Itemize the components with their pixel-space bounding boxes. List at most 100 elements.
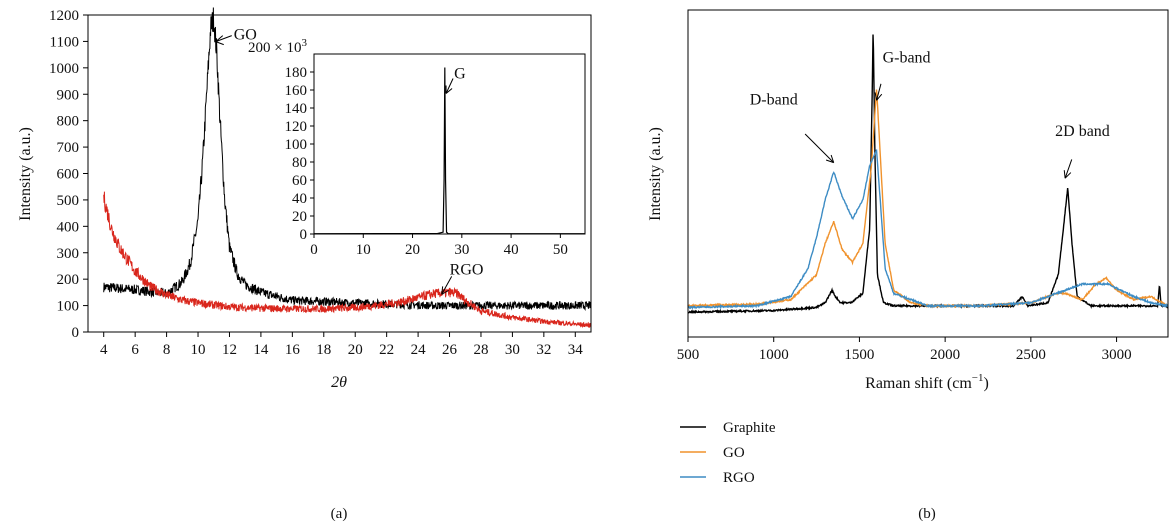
legend-entry: Graphite <box>723 420 776 436</box>
inset-x-tick-label: 40 <box>504 242 519 258</box>
inset-x-tick-label: 50 <box>553 242 568 258</box>
raman-annotation-label: G-band <box>883 49 931 66</box>
panel-b-legend: Graphite GO RGO <box>680 420 776 486</box>
panel-a-y-tick-label: 0 <box>72 325 80 341</box>
legend-entry: RGO <box>723 470 755 486</box>
panel-a-x-tick-label: 12 <box>222 342 237 358</box>
inset-x-tick-label: 0 <box>310 242 318 258</box>
panel-b-raman-chart: 500 1000 1500 2000 2500 3000 Raman shift (cm−… <box>647 9 1169 522</box>
panel-a-x-tick-label: 18 <box>316 342 331 358</box>
panel-a-x-tick-label: 32 <box>536 342 551 358</box>
panel-b-series-rgo <box>687 149 1169 310</box>
g-arrowhead <box>445 85 453 94</box>
inset-y-tick-label: 80 <box>292 155 307 171</box>
inset-x-ticks: 0 10 20 30 40 50 <box>310 234 568 258</box>
panel-a-x-tick-label: 24 <box>411 342 427 358</box>
inset-y-ticks: 0 20 40 60 80 100 120 140 160 180 <box>285 65 314 243</box>
panel-a-x-ticks: 4 6 8 10 12 14 16 18 20 22 24 26 28 30 32 34 <box>100 332 583 358</box>
panel-b-x-axis-label-tail: ) <box>984 375 989 392</box>
panel-b-x-tick-label: 500 <box>677 347 700 363</box>
panel-b-annotations: D-band G-band 2D band <box>750 49 1110 179</box>
panel-a-x-tick-label: 6 <box>131 342 139 358</box>
panel-b-series-graphite <box>687 34 1169 315</box>
inset-series-0 <box>313 67 585 235</box>
go-annotation-label: GO <box>234 27 257 44</box>
panel-a-x-axis-label: 2θ <box>331 374 347 391</box>
inset-y-tick-label: 160 <box>285 83 308 99</box>
inset-x-tick-label: 10 <box>356 242 371 258</box>
panel-a-y-tick-label: 200 <box>57 272 80 288</box>
panel-a-series-1 <box>103 191 592 329</box>
panel-a-x-tick-label: 8 <box>163 342 171 358</box>
panel-a-x-tick-label: 10 <box>191 342 206 358</box>
panel-a-xrd-chart: 4 6 8 10 12 14 16 18 20 22 24 26 28 30 32 34 0100200300… <box>17 7 592 522</box>
inset-multiplier-base: 200 × 10 <box>248 40 301 56</box>
go-arrowhead <box>215 35 224 46</box>
panel-b-plot-area <box>687 34 1169 315</box>
panel-b-x-tick-label: 1000 <box>759 347 789 363</box>
inset-y-tick-label: 180 <box>285 65 308 81</box>
raman-annotation-label: 2D band <box>1055 123 1110 140</box>
inset-x-tick-label: 30 <box>454 242 469 258</box>
inset-y-tick-label: 100 <box>285 137 308 153</box>
panel-b-x-tick-label: 2500 <box>1016 347 1046 363</box>
panel-a-plot-area <box>103 7 592 329</box>
panel-a-y-tick-label: 100 <box>57 299 80 315</box>
inset-y-tick-label: 40 <box>292 191 307 207</box>
raman-arrowhead <box>874 92 883 101</box>
panel-b-x-tick-label: 1500 <box>844 347 874 363</box>
inset-y-tick-label: 20 <box>292 209 307 225</box>
panel-a-y-tick-label: 1200 <box>49 8 79 24</box>
inset-y-tick-label: 60 <box>292 173 307 189</box>
panel-b-x-axis-label: Raman shift (cm−1) <box>865 372 989 392</box>
panel-a-x-tick-label: 34 <box>568 342 584 358</box>
panel-a-x-tick-label: 26 <box>442 342 458 358</box>
inset-multiplier-exponent: 3 <box>301 37 307 49</box>
panel-a-y-tick-label: 300 <box>57 246 80 262</box>
g-annotation-label: G <box>454 66 466 83</box>
panel-a-x-tick-label: 16 <box>285 342 301 358</box>
panel-b-label: (b) <box>918 506 936 522</box>
panel-a-y-tick-label: 400 <box>57 219 80 235</box>
panel-a-x-tick-label: 20 <box>348 342 363 358</box>
panel-b-series-go <box>687 89 1169 309</box>
panel-a-annotations: GO RGO <box>215 27 484 295</box>
inset-y-tick-label: 140 <box>285 101 308 117</box>
panel-a-y-ticks: 0 100 200 300 400 500 600 700 800 900 1000 1100 1200 <box>49 8 88 341</box>
panel-a-y-tick-label: 900 <box>57 87 80 103</box>
inset-plot-area <box>313 67 585 235</box>
panel-a-y-tick-label: 800 <box>57 114 80 130</box>
inset-x-tick-label: 20 <box>405 242 420 258</box>
rgo-annotation-label: RGO <box>450 261 484 278</box>
legend-entry: GO <box>723 445 745 461</box>
panel-b-x-axis-label-main: Raman shift (cm <box>865 375 972 392</box>
panel-a-y-tick-label: 600 <box>57 167 80 183</box>
g-arrow-line <box>445 78 454 94</box>
inset-annotations: G <box>445 66 466 94</box>
panel-b-x-tick-label: 3000 <box>1102 347 1132 363</box>
panel-b-x-ticks: 500 1000 1500 2000 2500 3000 <box>677 337 1132 363</box>
panel-a-x-tick-label: 28 <box>473 342 488 358</box>
panel-a-x-tick-label: 4 <box>100 342 108 358</box>
panel-b-frame <box>687 9 1169 338</box>
inset-frame <box>313 53 586 235</box>
raman-arrowhead <box>1063 170 1072 179</box>
panel-a-x-tick-label: 30 <box>505 342 520 358</box>
raman-annotation-label: D-band <box>750 92 798 109</box>
raman-arrowhead <box>825 154 835 164</box>
panel-a-x-tick-label: 22 <box>379 342 394 358</box>
panel-a-inset-chart: 0 10 20 30 40 50 0 20 40 60 80 100 120 140 160 180 G 2… <box>248 37 586 258</box>
raman-arrow-line <box>1064 159 1073 179</box>
rgo-arrowhead <box>441 286 449 295</box>
panel-a-y-tick-label: 1100 <box>50 34 79 50</box>
inset-multiplier-label: 200 × 103 <box>248 37 307 56</box>
panel-a-y-tick-label: 1000 <box>49 61 79 77</box>
go-arrow-line <box>215 35 232 43</box>
rgo-arrow-line <box>441 276 453 295</box>
panel-a-label: (a) <box>331 506 348 522</box>
inset-y-tick-label: 0 <box>300 227 308 243</box>
panel-b-x-axis-label-sup: −1 <box>972 372 984 384</box>
panel-a-y-axis-label: Intensity (a.u.) <box>17 127 34 221</box>
panel-b-y-axis-label: Intensity (a.u.) <box>647 127 664 221</box>
